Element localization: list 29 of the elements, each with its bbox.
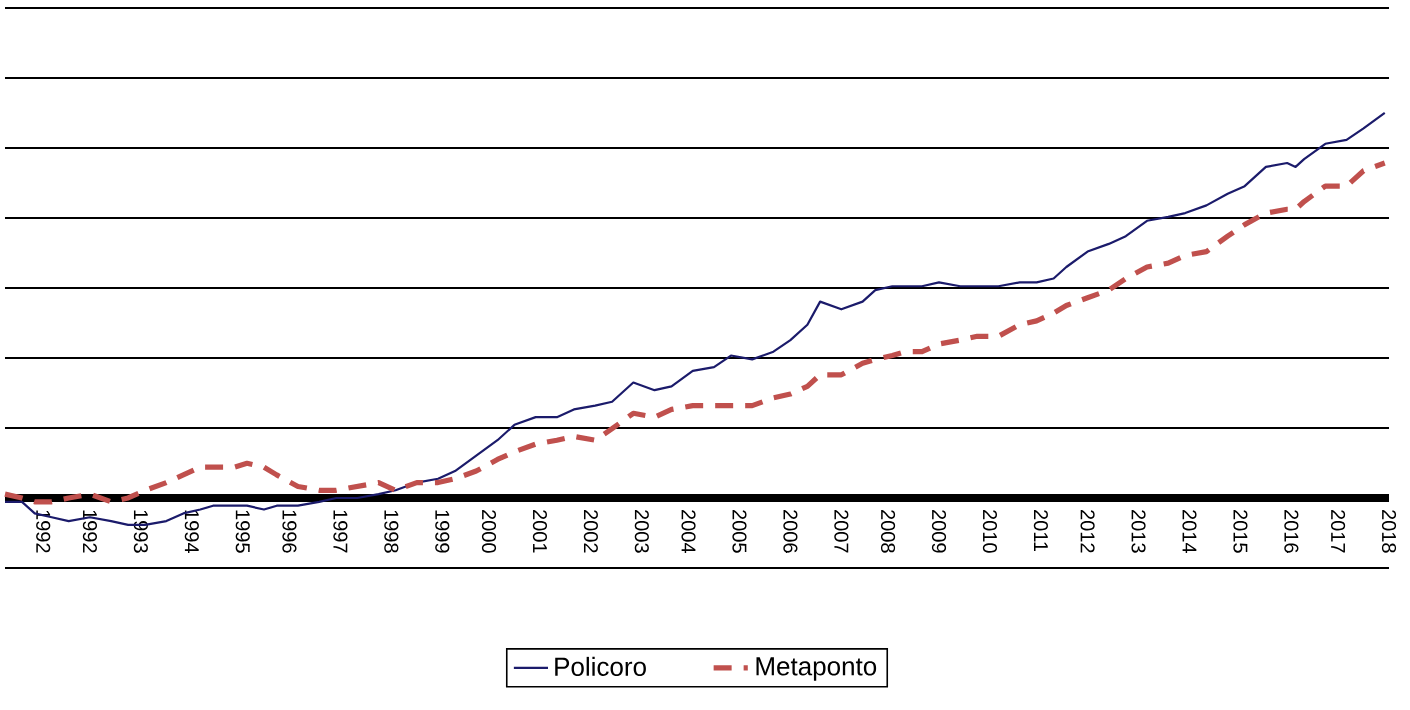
x-tick-label: 1995 (235, 510, 250, 553)
legend-label: Metaponto (756, 657, 877, 681)
x-tick-label: 2001 (532, 510, 547, 553)
x-tick-label: 2005 (732, 510, 747, 553)
x-tick-label: 1999 (435, 510, 450, 553)
x-tick-label: 2011 (1033, 510, 1048, 552)
x-tick-label: 2002 (583, 510, 598, 553)
x-tick-label: 2013 (1131, 510, 1146, 553)
x-tick-label: 1993 (133, 510, 148, 553)
x-tick-label: 2012 (1080, 510, 1095, 553)
x-tick-label: 2016 (1284, 510, 1299, 553)
x-tick-label: 2017 (1330, 510, 1346, 553)
x-tick-label: 2004 (681, 510, 696, 553)
x-tick-label: 2007 (834, 510, 849, 553)
x-tick-label: 1997 (333, 510, 348, 553)
x-tick-label: 2008 (880, 510, 896, 553)
legend-label: Policoro (555, 656, 646, 676)
x-tick-label: 2006 (783, 510, 798, 553)
x-tick-label: 2010 (982, 510, 998, 553)
x-tick-label: 2003 (634, 510, 649, 553)
x-tick-label: 2009 (931, 510, 947, 553)
x-tick-label: 2018 (1381, 510, 1397, 553)
x-tick-label: 1998 (384, 510, 399, 553)
x-tick-label: 1992 (82, 510, 97, 553)
x-tick-label: 1996 (282, 510, 297, 553)
x-tick-label: 2000 (481, 510, 497, 553)
x-tick-label: 2015 (1233, 510, 1248, 553)
x-tick-label: 1994 (184, 510, 199, 553)
x-tick-label: 2014 (1182, 510, 1197, 553)
